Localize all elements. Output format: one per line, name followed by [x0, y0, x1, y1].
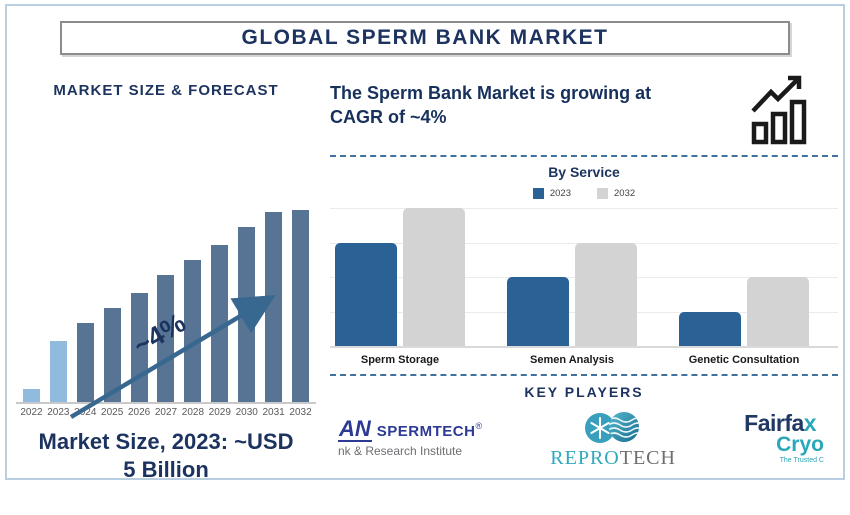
service-bar-2023 [507, 277, 569, 346]
forecast-bar-cell [287, 210, 314, 402]
by-service-title: By Service [548, 164, 620, 180]
forecast-bar-cell [260, 210, 287, 402]
fairfax-tagline: The Trusted C [779, 456, 824, 464]
service-legend: 2023 2032 [330, 184, 838, 202]
legend-label: 2032 [614, 187, 636, 199]
caption-line1: Market Size, 2023: ~USD [38, 429, 294, 454]
year-label: 2032 [289, 407, 312, 418]
right-panel: The Sperm Bank Market is growing at CAGR… [330, 75, 838, 478]
fairfax-dna-x: x [803, 410, 817, 436]
forecast-bar-cell [179, 210, 206, 402]
reprotech-wordmark: REPROTECH [550, 447, 676, 470]
legend-swatch [597, 187, 608, 199]
year-label: 2022 [20, 407, 43, 418]
service-category-label: Genetic Consultation [688, 354, 800, 366]
title-box: GLOBAL SPERM BANK MARKET [60, 21, 790, 55]
service-bar-groups [335, 208, 809, 346]
fairfax-line1: Fairfax [744, 412, 824, 435]
service-bar-2032 [403, 208, 465, 346]
forecast-bar-2023 [49, 341, 67, 402]
legend-swatch [532, 187, 544, 199]
snowflake-wave-circles-icon [585, 412, 640, 443]
service-bar-2032 [575, 242, 637, 346]
forecast-bar-cell [72, 210, 99, 402]
legend-label: 2023 [549, 187, 571, 199]
divider-bottom [330, 374, 838, 376]
forecast-bar-cell [18, 210, 45, 402]
infographic-canvas: GLOBAL SPERM BANK MARKET MARKET SIZE & F… [5, 4, 845, 483]
service-bar-2032 [747, 277, 809, 346]
spermtech-name: SPERMTECH [376, 423, 476, 440]
headline-line1: The Sperm Bank Market is growing at [330, 83, 652, 103]
spermtech-logo: AN SPERMTECH ® nk & Research Institute [338, 410, 482, 458]
forecast-year-labels: 2022 2023 2024 2025 2026 2027 2028 2029 2030 2031… [16, 402, 316, 418]
service-group-1 [335, 208, 465, 346]
forecast-bar-cell [153, 210, 180, 402]
forecast-heading: MARKET SIZE & FORECAST [53, 82, 279, 99]
year-label: 2024 [74, 407, 97, 418]
forecast-bar-2032 [292, 210, 310, 402]
forecast-bar-2024 [76, 323, 94, 402]
caption-line2: 5 Billion [123, 456, 209, 482]
service-category-labels: Sperm Storage Semen Analysis Genetic Consu… [330, 354, 838, 366]
legend-item-2023: 2023 [532, 187, 571, 199]
year-label: 2025 [101, 407, 124, 418]
forecast-chart: 2022 2023 2024 2025 2026 2027 2028 2029 2030 2031… [16, 210, 316, 419]
legend-item-2032: 2032 [597, 187, 636, 199]
forecast-bar-2031 [265, 212, 283, 402]
service-group-3 [679, 208, 809, 346]
spermtech-prefix: AN [338, 416, 372, 442]
year-label: 2023 [47, 407, 70, 418]
service-group-2 [507, 208, 637, 346]
page-title: GLOBAL SPERM BANK MARKET [241, 26, 609, 49]
headline-row: The Sperm Bank Market is growing at CAGR… [330, 75, 838, 155]
year-label: 2030 [235, 407, 258, 418]
cagr-headline: The Sperm Bank Market is growing at CAGR… [330, 75, 730, 130]
forecast-bar-2026 [130, 293, 148, 402]
fairfax-cryo-logo: Fairfax Cryo The Trusted C [744, 410, 824, 464]
year-label: 2026 [127, 407, 151, 418]
forecast-bar-cell [233, 210, 260, 402]
forecast-bar-cell [45, 210, 72, 402]
spermtech-subtitle: nk & Research Institute [338, 444, 463, 458]
key-players-logos: AN SPERMTECH ® nk & Research Institute [330, 406, 838, 478]
spermtech-name-line: AN SPERMTECH ® [338, 418, 482, 442]
forecast-bar-cell [126, 210, 153, 402]
forecast-bar-2028 [184, 260, 202, 402]
reprotech-part2: TECH [619, 447, 676, 469]
divider-top [330, 155, 838, 157]
gridline [330, 208, 838, 209]
registered-mark-icon: ® [475, 421, 483, 431]
service-chart [330, 208, 838, 348]
year-label: 2027 [154, 407, 178, 418]
market-size-caption: Market Size, 2023: ~USD 5 Billion [16, 428, 316, 483]
forecast-bar-2030 [238, 227, 256, 402]
forecast-bars [16, 210, 316, 402]
forecast-bar-cell [206, 210, 233, 402]
market-size-forecast-panel: MARKET SIZE & FORECAST 2022 2023 2024 2025 2… [16, 70, 316, 483]
forecast-bar-2027 [157, 275, 175, 402]
forecast-bar-cell [99, 210, 126, 402]
year-label: 2031 [262, 407, 285, 418]
fairfax-line2: Cryo [776, 433, 824, 456]
service-bar-2023 [679, 311, 741, 346]
bar-chart-up-arrow-icon [751, 75, 807, 145]
forecast-bar-2025 [103, 308, 121, 402]
headline-line2: CAGR of ~4% [330, 107, 447, 128]
forecast-bar-2022 [22, 389, 40, 402]
service-category-label: Sperm Storage [360, 354, 440, 366]
year-label: 2029 [208, 407, 231, 418]
year-label: 2028 [181, 407, 205, 418]
fairfax-text: Fairfa [744, 410, 804, 436]
key-players-title: KEY PLAYERS [524, 384, 644, 400]
service-bar-2023 [335, 242, 397, 346]
reprotech-part1: REPRO [550, 447, 620, 469]
service-category-label: Semen Analysis [530, 354, 614, 366]
reprotech-logo: REPROTECH [550, 410, 676, 470]
forecast-bar-2029 [211, 245, 229, 402]
